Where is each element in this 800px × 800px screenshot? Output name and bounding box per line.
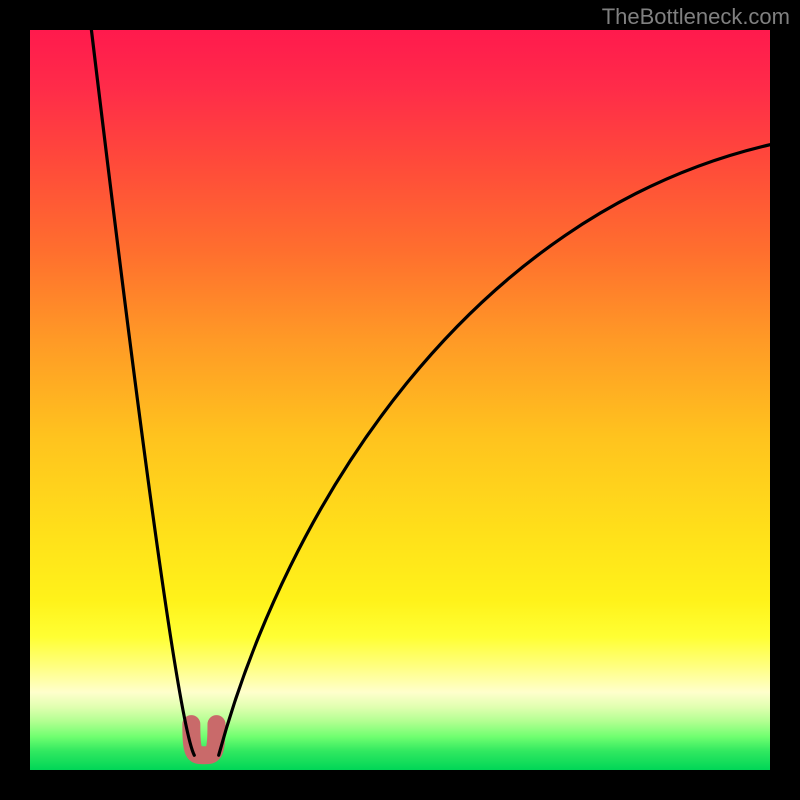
chart-frame: TheBottleneck.com: [0, 0, 800, 800]
right-branch: [219, 145, 770, 756]
valley-hook: [191, 724, 216, 755]
left-branch: [91, 30, 194, 755]
curve-layer: [30, 30, 770, 770]
attribution-text: TheBottleneck.com: [602, 4, 790, 30]
plot-area: [30, 30, 770, 770]
